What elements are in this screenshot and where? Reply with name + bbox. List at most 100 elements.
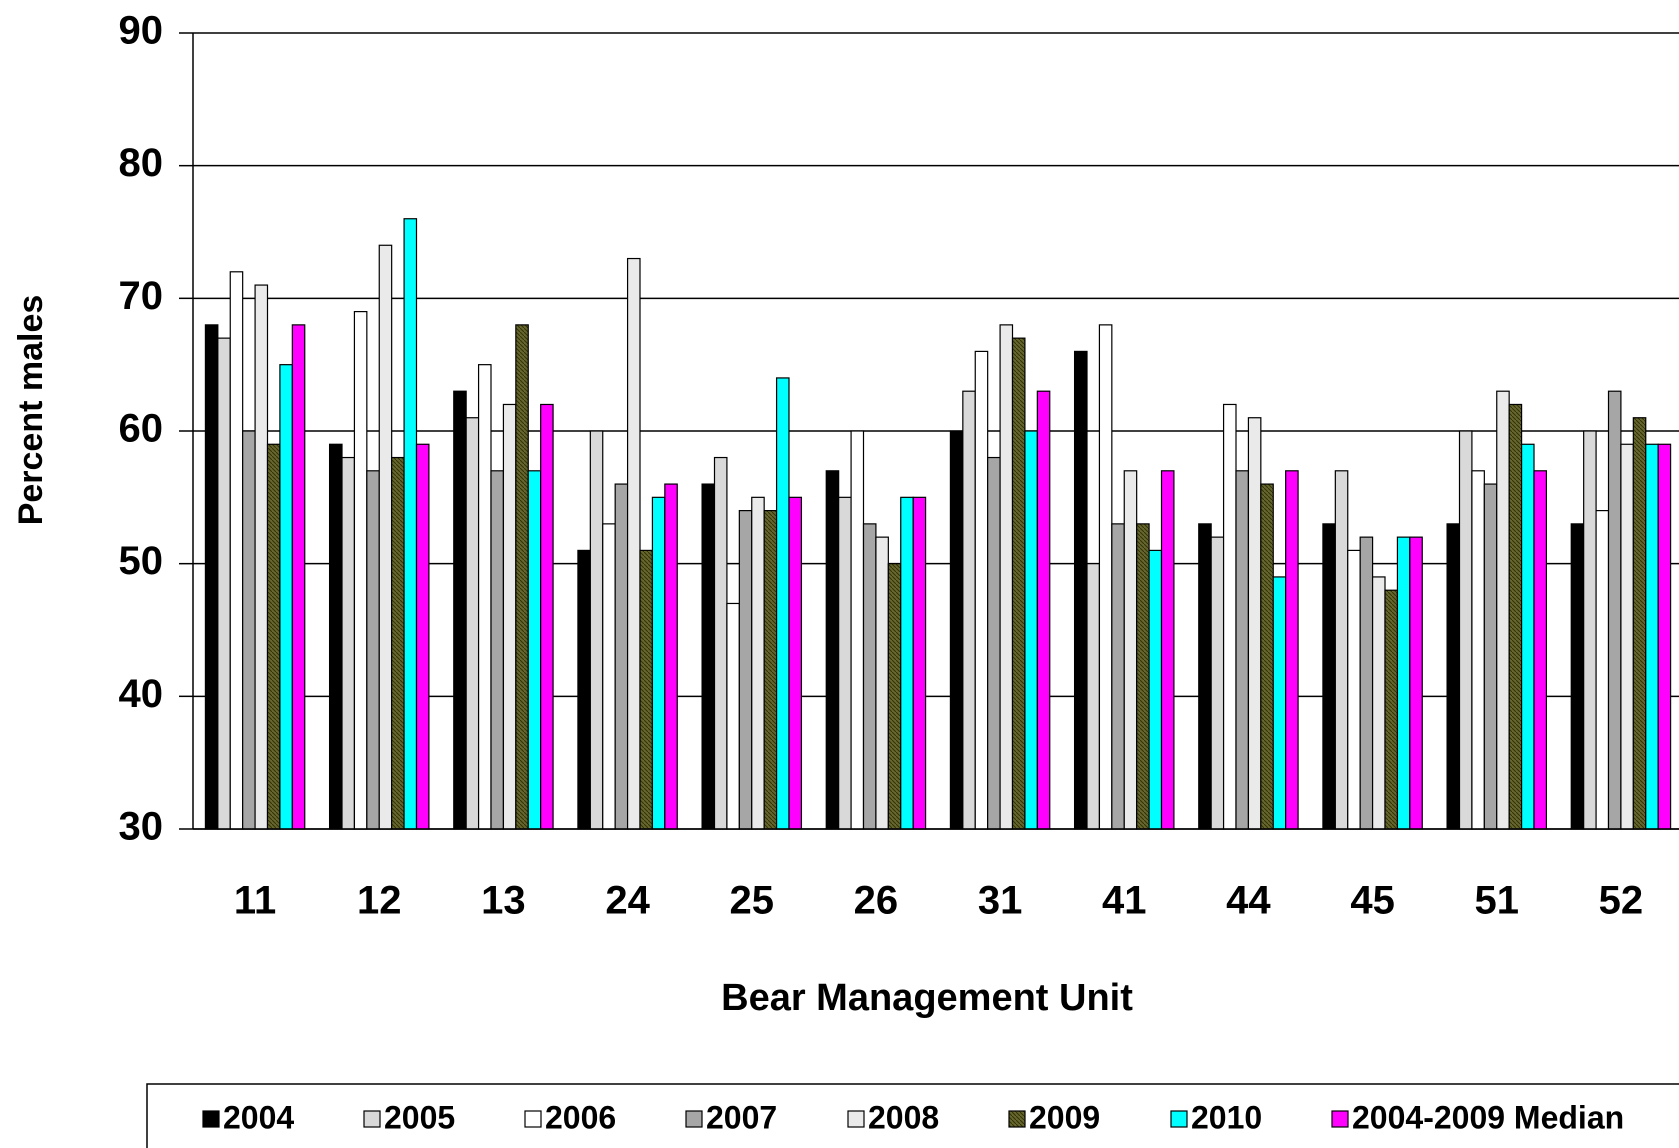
bar	[1607, 390, 1622, 830]
y-tick-label: 70	[119, 274, 164, 318]
bar	[602, 523, 616, 830]
bar	[527, 470, 542, 830]
bar	[1520, 443, 1535, 830]
x-tick-label: 26	[854, 879, 899, 923]
bar	[1496, 390, 1510, 830]
y-axis-title: Percent males	[12, 295, 50, 526]
x-tick-label: 45	[1350, 879, 1395, 923]
y-tick-label: 30	[119, 805, 164, 849]
x-tick-label: 25	[730, 879, 775, 923]
bar	[1086, 563, 1101, 830]
legend-label: 2008	[868, 1099, 939, 1135]
bar	[701, 483, 716, 830]
bar	[875, 536, 889, 830]
legend-label: 2010	[1191, 1099, 1262, 1135]
bar	[1508, 403, 1523, 830]
legend-swatch	[202, 1110, 220, 1128]
legend-label: 2007	[706, 1099, 777, 1135]
bar	[477, 364, 492, 830]
bar	[862, 523, 877, 830]
bar	[242, 430, 256, 830]
bar	[1210, 536, 1225, 830]
bar	[1632, 417, 1647, 830]
bar	[651, 496, 666, 830]
bar	[1657, 443, 1672, 830]
bar	[1235, 470, 1250, 830]
y-tick-label: 40	[119, 672, 164, 716]
bar	[391, 456, 405, 830]
bar	[540, 403, 554, 830]
bar	[1198, 523, 1212, 830]
bar	[366, 470, 380, 830]
bar	[1471, 470, 1485, 830]
x-tick-label: 13	[481, 879, 526, 923]
bar	[1570, 523, 1585, 830]
bar	[1160, 470, 1175, 830]
bar	[1458, 430, 1473, 830]
bar	[515, 324, 529, 830]
legend-swatch	[685, 1110, 703, 1128]
bar	[1359, 536, 1374, 830]
bar	[974, 350, 989, 830]
bar	[912, 496, 927, 830]
legend-swatch	[1008, 1110, 1026, 1128]
bar	[1148, 549, 1163, 830]
bar	[775, 377, 790, 830]
legend-swatch	[1170, 1110, 1188, 1128]
bar	[713, 456, 728, 830]
bar	[664, 483, 678, 830]
legend-swatch	[363, 1110, 381, 1128]
legend-box	[146, 1083, 1679, 1148]
bar	[949, 430, 964, 830]
bar	[1334, 470, 1349, 830]
bar	[453, 390, 467, 830]
bar	[1483, 483, 1498, 830]
x-tick-label: 44	[1226, 879, 1271, 923]
x-tick-label: 41	[1102, 879, 1147, 923]
bar	[1098, 324, 1113, 830]
bar	[279, 364, 293, 830]
y-tick-label: 50	[119, 539, 164, 583]
bar	[1260, 483, 1274, 830]
bar	[1396, 536, 1411, 830]
y-tick-label: 60	[119, 407, 164, 451]
bar	[490, 470, 505, 830]
legend-label: 2006	[545, 1099, 616, 1135]
bar	[1111, 523, 1125, 830]
y-tick-label: 90	[119, 9, 164, 53]
bar	[1533, 470, 1548, 830]
x-tick-label: 52	[1599, 879, 1644, 923]
bar	[1446, 523, 1461, 830]
x-axis-title: Bear Management Unit	[721, 977, 1133, 1019]
bar	[1247, 417, 1262, 830]
bar	[217, 337, 231, 830]
bar	[900, 496, 914, 830]
bar	[1011, 337, 1026, 830]
bar	[788, 496, 803, 830]
bar	[378, 244, 393, 830]
bar	[850, 430, 865, 830]
bar	[589, 430, 604, 830]
bar	[1620, 443, 1634, 830]
legend-label: 2009	[1029, 1099, 1100, 1135]
bar	[626, 257, 641, 830]
legend-label: 2004	[223, 1099, 294, 1135]
legend-label: 2005	[384, 1099, 455, 1135]
bar	[353, 311, 368, 830]
bar	[962, 390, 976, 830]
x-tick-label: 12	[357, 879, 402, 923]
bar	[726, 602, 740, 830]
bar	[1322, 523, 1336, 830]
bar	[502, 403, 517, 830]
bar	[1595, 510, 1610, 830]
bar	[999, 324, 1014, 830]
x-tick-label: 24	[605, 879, 650, 923]
x-tick-label: 31	[978, 879, 1023, 923]
bar	[1123, 470, 1138, 830]
bar	[465, 417, 480, 830]
bar	[825, 470, 840, 830]
bar	[328, 443, 343, 830]
bar	[403, 218, 418, 830]
